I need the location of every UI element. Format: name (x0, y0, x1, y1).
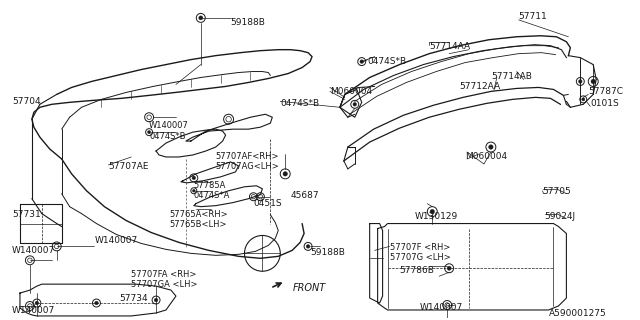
Text: 0474S*A: 0474S*A (194, 191, 230, 200)
Text: 57712AA: 57712AA (459, 83, 500, 92)
Circle shape (489, 145, 493, 149)
Circle shape (430, 209, 435, 214)
Text: M060004: M060004 (465, 152, 507, 161)
Text: W130129: W130129 (414, 212, 458, 220)
Circle shape (579, 80, 582, 83)
Circle shape (192, 176, 196, 180)
Text: 57704: 57704 (12, 97, 40, 106)
Circle shape (199, 16, 203, 20)
Circle shape (582, 98, 585, 101)
Text: 0451S: 0451S (253, 199, 282, 208)
Text: 57705: 57705 (543, 187, 572, 196)
Text: 57714AA: 57714AA (429, 42, 470, 51)
Text: 57731: 57731 (12, 210, 41, 219)
Text: 57707GA <LH>: 57707GA <LH> (131, 280, 198, 289)
Text: 57786B: 57786B (399, 266, 435, 275)
Text: 59188B: 59188B (310, 248, 345, 257)
Circle shape (95, 301, 99, 305)
Circle shape (447, 266, 451, 270)
Text: W140007: W140007 (12, 246, 55, 255)
Text: 57707FA <RH>: 57707FA <RH> (131, 270, 196, 279)
Circle shape (283, 172, 287, 176)
Text: 57785A: 57785A (194, 181, 226, 190)
Circle shape (154, 298, 158, 302)
Circle shape (148, 131, 150, 134)
Text: 57714AB: 57714AB (491, 72, 532, 81)
Text: M060004: M060004 (330, 87, 372, 96)
Text: 59024J: 59024J (545, 212, 575, 220)
Text: 57765B<LH>: 57765B<LH> (169, 220, 227, 228)
Text: 59188B: 59188B (230, 18, 266, 27)
Text: 0474S*B: 0474S*B (280, 99, 319, 108)
Circle shape (307, 244, 310, 248)
Text: FRONT: FRONT (293, 283, 326, 293)
Text: 57707AF<RH>: 57707AF<RH> (216, 152, 279, 161)
Text: 57787C: 57787C (588, 87, 623, 96)
Text: W140007: W140007 (419, 303, 463, 312)
Text: 57707G <LH>: 57707G <LH> (390, 253, 451, 262)
Text: 57711: 57711 (518, 12, 547, 21)
Text: 57734: 57734 (119, 294, 148, 303)
Circle shape (35, 301, 38, 305)
Text: 57765A<RH>: 57765A<RH> (169, 210, 228, 219)
Text: 0474S*B: 0474S*B (149, 132, 186, 141)
Text: 0474S*B: 0474S*B (368, 57, 407, 66)
Text: 0101S: 0101S (590, 99, 619, 108)
Text: A590001275: A590001275 (548, 309, 606, 318)
Text: W140007: W140007 (12, 306, 55, 315)
Text: 57707AE: 57707AE (108, 162, 149, 171)
Circle shape (353, 102, 356, 106)
Text: W140007: W140007 (149, 121, 189, 130)
Circle shape (591, 79, 595, 84)
Circle shape (193, 189, 195, 192)
Text: 45687: 45687 (290, 191, 319, 200)
Circle shape (360, 60, 364, 63)
Text: 57707AG<LH>: 57707AG<LH> (216, 162, 280, 171)
Text: 57707F <RH>: 57707F <RH> (390, 244, 450, 252)
Text: W140007: W140007 (95, 236, 138, 245)
